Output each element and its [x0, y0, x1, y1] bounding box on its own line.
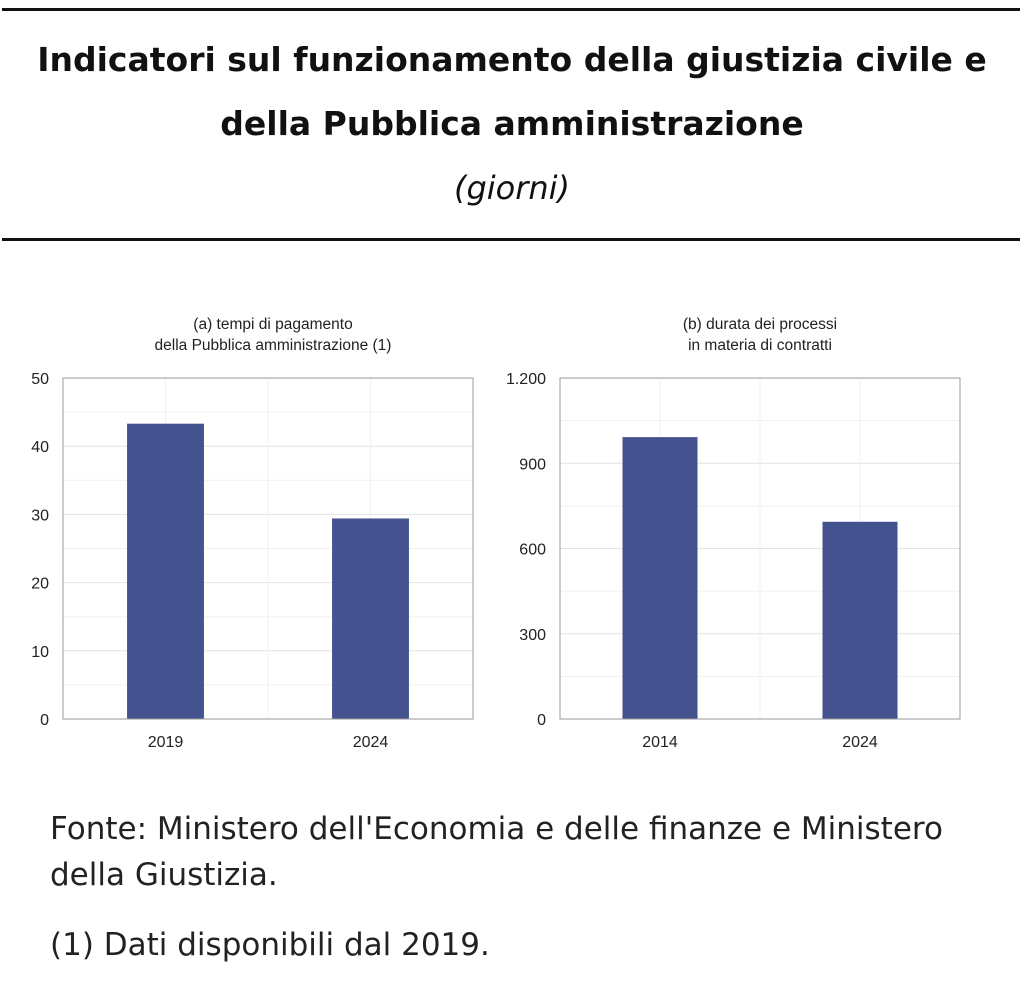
chart-a-y-tick-4: 40	[31, 439, 49, 456]
chart-b-plot-frame	[559, 377, 961, 720]
chart-a-y-tick-0: 0	[40, 712, 49, 729]
chart-a-x-tick-2024: 2024	[353, 734, 389, 751]
chart-a-svg: (a) tempi di pagamento della Pubblica amm…	[31, 316, 474, 751]
chart-b-y-tick-1: 300	[519, 627, 546, 644]
page-subtitle: (giorni)	[453, 169, 571, 207]
chart-b-y-tick-3: 900	[519, 456, 546, 473]
chart-b-y-tick-0: 0	[537, 712, 546, 729]
chart-a-x-tick-2019: 2019	[148, 734, 184, 751]
chart-b-title-line-1: (b) durata dei processi	[683, 316, 837, 333]
chart-b-title-line-2: in materia di contratti	[688, 337, 832, 354]
chart-a-title-line-2: della Pubblica amministrazione (1)	[155, 337, 392, 354]
chart-a-y-tick-3: 30	[31, 507, 49, 524]
chart-b: (b) durata dei processi in materia di con…	[500, 300, 1000, 770]
chart-a: (a) tempi di pagamento della Pubblica amm…	[0, 300, 500, 770]
chart-b-y-tick-4: 1.200	[506, 371, 546, 388]
chart-b-y-tick-2: 600	[519, 542, 546, 559]
chart-b-svg: (b) durata dei processi in materia di con…	[506, 316, 961, 751]
chart-a-y-tick-1: 10	[31, 644, 49, 661]
page-title-line-1: Indicatori sul funzionamento della giust…	[37, 40, 987, 79]
page-title-line-2: della Pubblica amministrazione	[220, 104, 804, 143]
top-rule	[2, 8, 1020, 11]
chart-a-y-tick-2: 20	[31, 576, 49, 593]
chart-b-bar-2024	[822, 521, 898, 719]
footnote: (1) Dati disponibili dal 2019.	[50, 927, 490, 963]
source-note: Fonte: Ministero dell'Economia e delle f…	[50, 811, 943, 893]
chart-b-bar-2014	[622, 437, 698, 719]
chart-b-x-tick-2024: 2024	[842, 734, 878, 751]
header-bottom-rule	[2, 238, 1020, 241]
chart-a-bar-2024	[332, 518, 409, 719]
chart-a-bar-2019	[127, 423, 204, 719]
chart-a-title-line-1: (a) tempi di pagamento	[193, 316, 352, 333]
chart-a-y-tick-5: 50	[31, 371, 49, 388]
chart-b-x-tick-2014: 2014	[642, 734, 678, 751]
chart-a-plot-frame	[62, 377, 474, 720]
